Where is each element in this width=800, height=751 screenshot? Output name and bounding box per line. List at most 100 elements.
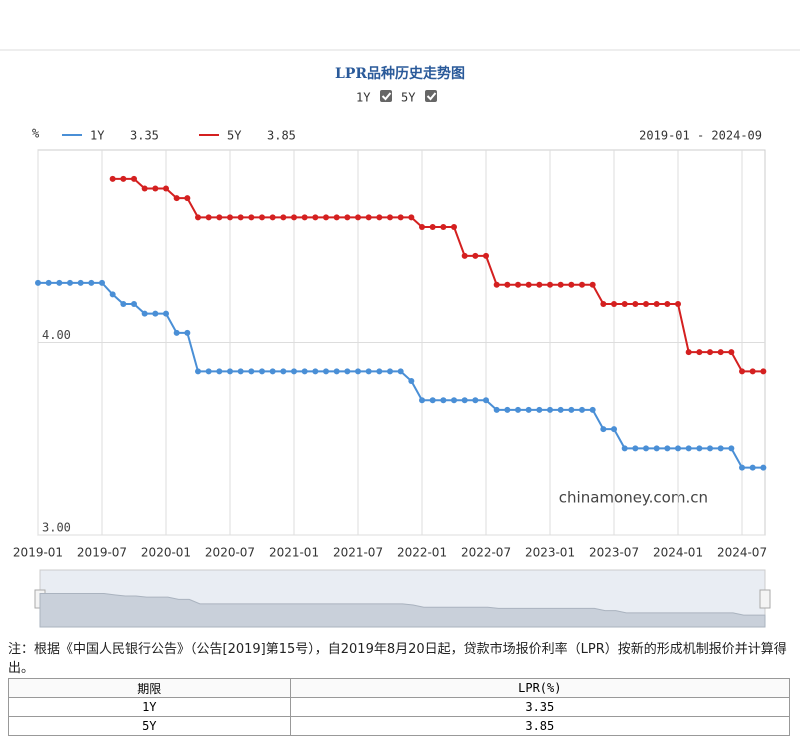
data-point (205, 214, 212, 221)
data-point (333, 368, 340, 375)
data-point (568, 281, 575, 288)
data-point (163, 185, 170, 192)
navigator-handle[interactable] (759, 589, 771, 609)
data-point (333, 214, 340, 221)
data-point (579, 406, 586, 413)
data-point (195, 368, 202, 375)
checkbox[interactable] (380, 90, 392, 102)
data-point (419, 224, 426, 230)
data-point (632, 445, 639, 452)
data-point (35, 279, 41, 286)
data-point (717, 445, 724, 452)
data-point (696, 445, 703, 452)
data-point (376, 368, 383, 375)
data-point (483, 252, 490, 259)
x-tick-label: 2023-01 (525, 546, 575, 560)
chart: LPR品种历史走势图 % 2019-01 - 2024-09 chinamone… (0, 49, 800, 628)
x-tick-label: 2022-07 (461, 546, 511, 560)
data-point (184, 329, 191, 336)
data-point (717, 349, 724, 356)
data-point (365, 368, 372, 375)
data-point (472, 252, 479, 259)
data-point (611, 301, 618, 307)
data-point (141, 310, 148, 317)
data-point (291, 368, 298, 375)
data-point (99, 279, 106, 286)
data-point (483, 397, 490, 404)
data-point (675, 301, 682, 307)
data-point (344, 214, 351, 221)
data-point (557, 281, 564, 288)
data-point (387, 368, 394, 375)
data-point (707, 349, 714, 356)
data-point (280, 214, 287, 221)
data-point (45, 279, 52, 286)
data-point (621, 445, 628, 452)
data-point (536, 281, 543, 288)
data-point (728, 445, 735, 452)
data-point (323, 368, 330, 375)
data-point (301, 214, 308, 221)
data-point (504, 281, 511, 288)
x-tick-label: 2021-01 (269, 546, 319, 560)
checkbox[interactable] (425, 90, 437, 102)
data-point (419, 397, 426, 404)
lpr-table: 期限 LPR(%) 1Y 3.35 5Y 3.85 (8, 678, 791, 736)
checkmark (426, 92, 437, 101)
data-point (408, 378, 415, 384)
table-header: LPR(%) (289, 678, 791, 698)
data-point (653, 445, 660, 452)
data-point (227, 214, 234, 221)
data-point (664, 301, 671, 307)
y-tick-label: 3.00 (42, 521, 71, 535)
data-point (707, 445, 714, 452)
data-point (109, 175, 116, 182)
data-point (77, 279, 84, 286)
legend-label: 5Y (227, 129, 242, 143)
navigator-area (39, 593, 766, 628)
data-point (696, 349, 703, 356)
data-point (56, 279, 63, 286)
toggle-label: 1Y (356, 91, 371, 105)
data-point (525, 406, 532, 413)
data-point (579, 281, 586, 288)
data-point (248, 214, 255, 221)
x-tick-label: 2024-07 (717, 546, 767, 560)
data-point (557, 406, 564, 413)
data-point (120, 301, 127, 307)
data-point (269, 214, 276, 221)
x-tick-label: 2023-07 (589, 546, 639, 560)
data-point (749, 464, 756, 471)
data-point (589, 281, 596, 288)
data-point (408, 214, 415, 221)
data-point (205, 368, 212, 375)
x-tick-label: 2020-07 (205, 546, 255, 560)
data-point (152, 310, 159, 317)
data-point (653, 301, 660, 307)
data-point (344, 368, 351, 375)
table-header: 期限 (8, 678, 291, 698)
chart-title: LPR品种历史走势图 (335, 65, 465, 82)
data-point (451, 224, 458, 230)
data-point (109, 291, 116, 298)
x-tick-label: 2021-07 (333, 546, 383, 560)
data-point (67, 279, 74, 286)
watermark: chinamoney.com.cn (559, 489, 708, 507)
data-point (493, 406, 500, 413)
data-point (611, 426, 618, 433)
data-point (621, 301, 628, 307)
data-point (269, 368, 276, 375)
date-range: 2019-01 - 2024-09 (639, 129, 762, 143)
data-point (248, 368, 255, 375)
x-tick-label: 2020-01 (141, 546, 191, 560)
data-point (760, 368, 767, 375)
data-point (739, 464, 746, 471)
data-point (451, 397, 458, 404)
checkmark (381, 92, 392, 101)
data-point (547, 281, 554, 288)
x-tick-label: 2019-01 (13, 546, 63, 560)
data-point (685, 445, 692, 452)
data-point (675, 445, 682, 452)
data-point (312, 368, 319, 375)
